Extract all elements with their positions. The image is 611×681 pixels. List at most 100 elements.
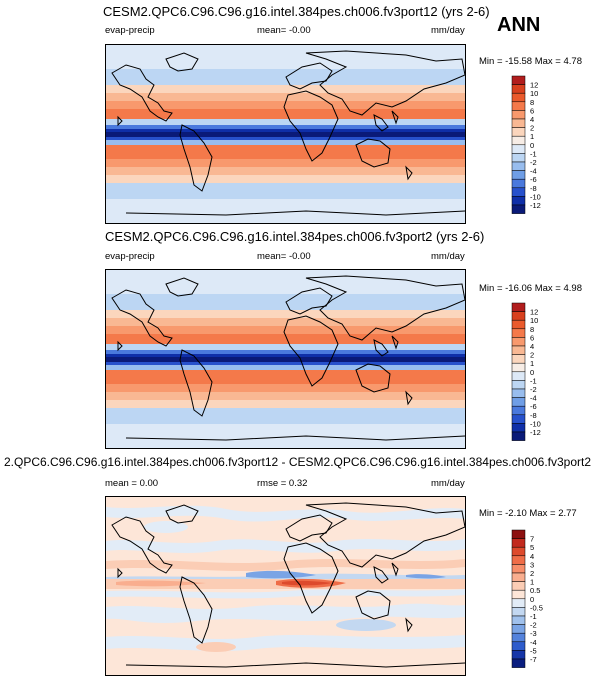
panel3-mean-label: mean = 0.00	[105, 478, 159, 489]
colorbar-swatch	[511, 170, 526, 180]
colorbar-swatch	[511, 204, 526, 214]
colorbar-swatch	[511, 153, 526, 163]
colorbar-tick-label: 1	[530, 578, 534, 587]
colorbar-tick-label: -6	[530, 175, 537, 184]
colorbar-swatch	[511, 555, 526, 565]
colorbar-swatch	[511, 607, 526, 617]
panel3-units-label: mm/day	[431, 478, 465, 489]
colorbar-tick-label: 1	[530, 132, 534, 141]
panel3-colorbar: 7 5 4 3 2 1 0.5 0 -0.5 -1 -2 -3 -4 -5 -7	[511, 529, 562, 670]
panel3-minmax-label: Min = -2.10 Max = 2.77	[479, 508, 577, 519]
colorbar-tick-label: 0	[530, 368, 534, 377]
panel1-variable-label: evap-precip	[105, 25, 155, 36]
colorbar-tick-label: 0	[530, 595, 534, 604]
colorbar-swatch	[511, 641, 526, 651]
colorbar-tick-label: -2	[530, 621, 537, 630]
colorbar-swatch	[511, 632, 526, 643]
panel1-field	[106, 45, 465, 223]
colorbar-swatch	[511, 75, 526, 85]
colorbar-swatch	[511, 414, 526, 424]
colorbar-swatch	[511, 144, 526, 154]
colorbar-swatch	[511, 101, 526, 111]
colorbar-swatch	[511, 84, 526, 94]
panel1-colorbar: 12 10 8 6 4 2 1 0 -1 -2 -4 -6 -8 -10 -12	[511, 75, 562, 216]
panel2-field	[106, 270, 465, 448]
colorbar-swatch	[511, 598, 526, 608]
panel3-rmse-label: rmse = 0.32	[257, 478, 308, 489]
panel3-coastlines	[111, 502, 465, 668]
colorbar-swatch	[511, 196, 526, 206]
colorbar-tick-label: 4	[530, 115, 534, 124]
panel2-colorbar: 12 10 8 6 4 2 1 0 -1 -2 -4 -6 -8 -10 -12	[511, 302, 562, 443]
colorbar-swatch	[511, 423, 526, 433]
panel3-map	[105, 496, 466, 676]
colorbar-tick-label: 0	[530, 141, 534, 150]
colorbar-tick-label: -6	[530, 402, 537, 411]
colorbar-swatch	[511, 371, 526, 381]
colorbar-swatch	[511, 118, 526, 128]
colorbar-tick-label: 6	[530, 106, 534, 115]
colorbar-swatch	[511, 302, 526, 312]
season-label: ANN	[497, 14, 541, 36]
colorbar-swatch	[511, 624, 526, 634]
colorbar-tick-label: 10	[530, 316, 538, 325]
colorbar-tick-label: -10	[530, 192, 541, 201]
colorbar-swatch	[511, 127, 526, 137]
colorbar-tick-label: 8	[530, 325, 534, 334]
colorbar-swatch	[511, 564, 526, 574]
colorbar-tick-label: 2	[530, 569, 534, 578]
panel3-field	[106, 497, 465, 675]
colorbar-swatch	[511, 589, 526, 600]
colorbar-swatch	[511, 431, 526, 441]
colorbar-swatch	[511, 397, 526, 407]
colorbar-swatch	[511, 161, 526, 171]
panel1-mean-label: mean= -0.00	[257, 25, 311, 36]
panel1-map	[105, 44, 466, 224]
colorbar-swatch	[511, 337, 526, 347]
colorbar-tick-label: 10	[530, 89, 538, 98]
colorbar-tick-label: 8	[530, 98, 534, 107]
colorbar-tick-label: 12	[530, 308, 538, 317]
colorbar-tick-label: 4	[530, 342, 534, 351]
colorbar-swatch	[511, 572, 526, 582]
colorbar-swatch	[511, 546, 526, 557]
colorbar-tick-label: 2	[530, 124, 534, 133]
colorbar-swatch	[511, 319, 526, 330]
colorbar-swatch	[511, 311, 526, 321]
panel2-title: CESM2.QPC6.C96.C96.g16.intel.384pes.ch00…	[105, 229, 485, 244]
panel1-coastlines	[111, 50, 465, 216]
colorbar-tick-label: -4	[530, 638, 537, 647]
colorbar-tick-label: 7	[530, 535, 534, 544]
colorbar-swatch	[511, 110, 526, 120]
colorbar-swatch	[511, 345, 526, 355]
colorbar-tick-label: 6	[530, 333, 534, 342]
colorbar-tick-label: 5	[530, 543, 534, 552]
colorbar-tick-label: 2	[530, 351, 534, 360]
colorbar-tick-label: -1	[530, 376, 537, 385]
panel2-minmax-label: Min = -16.06 Max = 4.98	[479, 283, 582, 294]
colorbar-swatch	[511, 650, 526, 660]
colorbar-swatch	[511, 380, 526, 390]
colorbar-tick-label: -2	[530, 385, 537, 394]
colorbar-swatch	[511, 615, 526, 625]
panel2-variable-label: evap-precip	[105, 251, 155, 262]
colorbar-swatch	[511, 187, 526, 197]
colorbar-tick-label: -8	[530, 411, 537, 420]
colorbar-tick-label: -12	[530, 201, 541, 210]
colorbar-tick-label: -7	[530, 655, 537, 664]
panel2-map	[105, 269, 466, 449]
colorbar-swatch	[511, 581, 526, 591]
panel2-mean-label: mean= -0.00	[257, 251, 311, 262]
colorbar-tick-label: 4	[530, 552, 534, 561]
colorbar-swatch	[511, 658, 526, 668]
colorbar-swatch	[511, 328, 526, 338]
colorbar-tick-label: -3	[530, 629, 537, 638]
colorbar-swatch	[511, 354, 526, 364]
colorbar-tick-label: 0.5	[530, 586, 540, 595]
colorbar-swatch	[511, 135, 526, 146]
colorbar-tick-label: -1	[530, 149, 537, 158]
colorbar-tick-label: 12	[530, 81, 538, 90]
colorbar-tick-label: -8	[530, 184, 537, 193]
colorbar-swatch	[511, 388, 526, 398]
colorbar-swatch	[511, 178, 526, 189]
